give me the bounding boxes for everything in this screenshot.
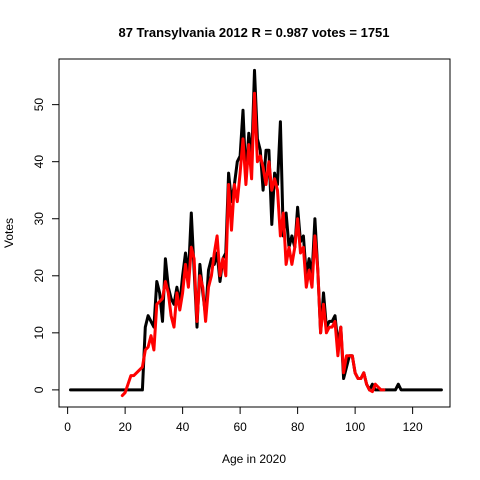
series-layer xyxy=(69,68,443,398)
y-tick-label: 30 xyxy=(32,212,46,226)
chart-title: 87 Transylvania 2012 R = 0.987 votes = 1… xyxy=(118,25,389,40)
x-axis-label: Age in 2020 xyxy=(222,452,286,466)
x-tick-label: 60 xyxy=(233,420,247,434)
x-tick-label: 120 xyxy=(403,420,423,434)
x-tick-label: 80 xyxy=(291,420,305,434)
series-line-2 xyxy=(120,91,386,398)
x-axis: 0 20 40 60 80 100 120 xyxy=(64,406,423,434)
y-tick-label: 50 xyxy=(32,98,46,112)
y-tick-label: 20 xyxy=(32,269,46,283)
y-tick-label: 10 xyxy=(32,326,46,340)
y-axis: 0 10 20 30 40 50 xyxy=(32,98,60,393)
x-tick-label: 20 xyxy=(118,420,132,434)
x-tick-label: 40 xyxy=(176,420,190,434)
y-tick-label: 40 xyxy=(32,155,46,169)
x-tick-label: 0 xyxy=(64,420,71,434)
y-axis-label: Votes xyxy=(2,218,16,248)
x-tick-label: 100 xyxy=(345,420,365,434)
y-tick-label: 0 xyxy=(32,386,46,393)
